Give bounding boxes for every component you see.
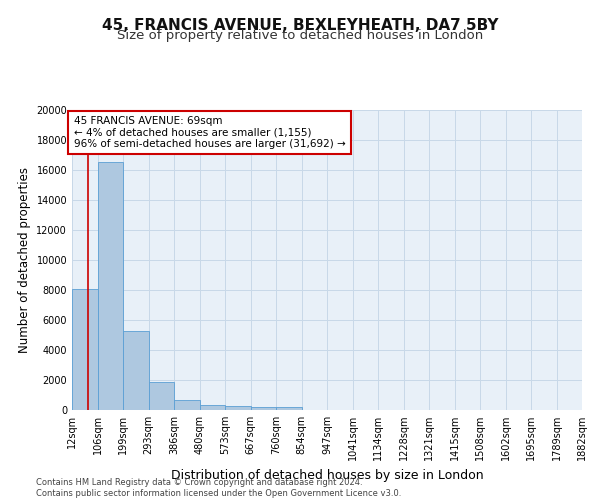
Bar [174,400,200,410]
Bar [123,330,149,410]
Text: Contains HM Land Registry data © Crown copyright and database right 2024.
Contai: Contains HM Land Registry data © Crown c… [36,478,401,498]
Bar [72,288,98,410]
Bar [225,406,251,410]
Y-axis label: Number of detached properties: Number of detached properties [18,167,31,353]
Bar [251,407,276,410]
Text: 45, FRANCIS AVENUE, BEXLEYHEATH, DA7 5BY: 45, FRANCIS AVENUE, BEXLEYHEATH, DA7 5BY [102,18,498,32]
Text: 45 FRANCIS AVENUE: 69sqm
← 4% of detached houses are smaller (1,155)
96% of semi: 45 FRANCIS AVENUE: 69sqm ← 4% of detache… [74,116,346,149]
Bar [200,405,225,410]
X-axis label: Distribution of detached houses by size in London: Distribution of detached houses by size … [170,468,484,481]
Bar [98,162,123,410]
Bar [276,408,302,410]
Bar [149,382,174,410]
Text: Size of property relative to detached houses in London: Size of property relative to detached ho… [117,29,483,42]
